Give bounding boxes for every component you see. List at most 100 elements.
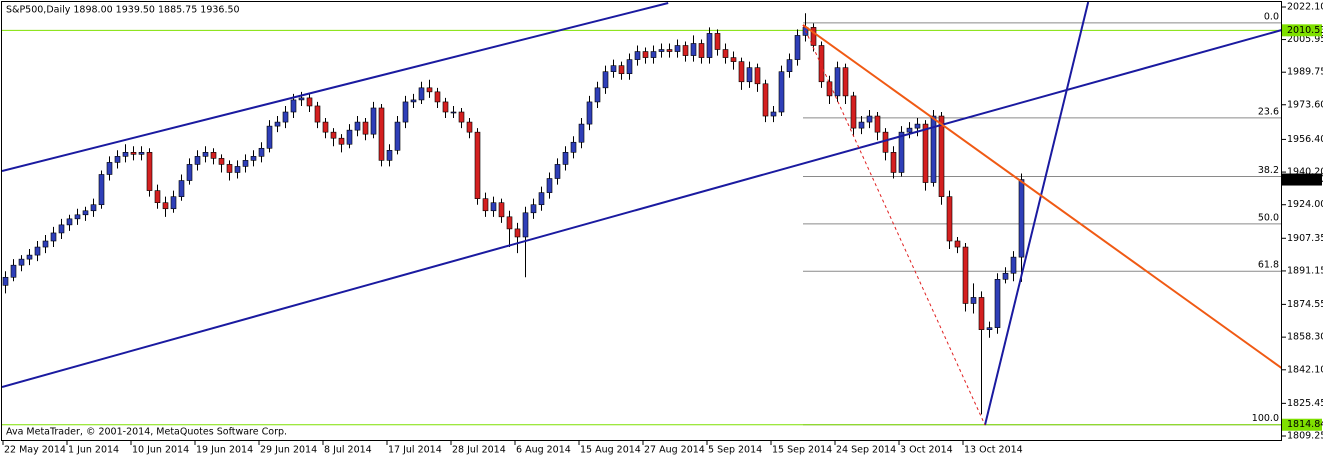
y-tick-label: 2022.10 — [1287, 1, 1323, 12]
candle-body — [474, 131, 481, 199]
x-tick-label: 29 Jun 2014 — [260, 445, 317, 456]
candle-body — [546, 178, 553, 193]
y-tick-label: 1973.60 — [1287, 99, 1323, 110]
candle-body — [874, 115, 881, 133]
candle-body — [730, 57, 737, 62]
x-tick-label: 1 Jun 2014 — [68, 445, 119, 456]
footer: Ava MetaTrader, © 2001-2014, MetaQuotes … — [6, 427, 287, 438]
candle-body — [906, 127, 913, 133]
y-tick-label: 1940.20 — [1287, 167, 1323, 178]
candle-body — [594, 87, 601, 103]
fib-label: 61.8 — [1258, 260, 1279, 271]
candle-body — [738, 61, 745, 83]
candle-body — [330, 131, 337, 139]
candle-body — [42, 240, 49, 248]
candle-body — [482, 198, 489, 212]
candle-body — [914, 123, 921, 129]
candle-body — [450, 111, 457, 114]
candle-body — [402, 101, 409, 123]
candle-body — [130, 152, 137, 155]
candle-body — [362, 121, 369, 135]
candle-body — [666, 49, 673, 52]
candle-body — [146, 152, 153, 191]
candle-body — [922, 123, 929, 183]
x-tick-label: 15 Sep 2014 — [772, 445, 832, 456]
candle-body — [170, 196, 177, 210]
candle-body — [242, 160, 249, 167]
price-box-label: 2010.53 — [1287, 25, 1323, 36]
candle-body — [562, 152, 569, 165]
candle-body — [634, 51, 641, 60]
candle-body — [314, 105, 321, 123]
candle-body — [1002, 272, 1009, 280]
candle-body — [602, 71, 609, 89]
price-box-label: 1936.50 — [1287, 174, 1323, 185]
overlays — [2, 2, 1282, 426]
candle-body — [994, 278, 1001, 328]
trendline — [802, 24, 1282, 369]
candle-body — [898, 131, 905, 173]
y-tick-label: 1924.00 — [1287, 199, 1323, 210]
candle-body — [426, 87, 433, 93]
candle-body — [18, 258, 25, 266]
candle-body — [930, 115, 937, 183]
candle-body — [2, 276, 9, 286]
fib-label: 0.0 — [1264, 11, 1279, 22]
candle-body — [322, 121, 329, 133]
candle-body — [66, 218, 73, 226]
candle-body — [746, 67, 753, 83]
candle-body — [610, 65, 617, 72]
candle-body — [714, 33, 721, 50]
x-tick-label: 5 Sep 2014 — [708, 445, 762, 456]
candle-body — [386, 150, 393, 161]
candle-body — [522, 212, 529, 238]
candle-body — [162, 202, 169, 210]
candle-body — [866, 115, 873, 123]
candle-body — [554, 164, 561, 179]
y-tick-label: 1842.10 — [1287, 364, 1323, 375]
price-box — [1282, 418, 1322, 431]
candle-body — [850, 95, 857, 129]
y-tick-label: 1809.25 — [1287, 431, 1323, 442]
candle-body — [418, 87, 425, 101]
candle-body — [106, 162, 113, 175]
candle-body — [298, 97, 305, 101]
y-tick-label: 1956.40 — [1287, 134, 1323, 145]
x-tick-label: 22 May 2014 — [4, 445, 66, 456]
x-tick-label: 10 Jun 2014 — [132, 445, 189, 456]
candle-body — [938, 115, 945, 197]
x-tick-label: 6 Aug 2014 — [516, 445, 571, 456]
candle-body — [370, 107, 377, 135]
drawings: 0.0 23.6 38.2 50.0 61.8 100.0 — [2, 11, 1282, 426]
candle-body — [210, 152, 217, 159]
candle-body — [578, 123, 585, 143]
candle-body — [986, 327, 993, 330]
candle-body — [434, 91, 441, 103]
candle-body — [946, 196, 953, 242]
candle-body — [698, 43, 705, 58]
x-tick-label: 19 Jun 2014 — [196, 445, 253, 456]
candle-body — [658, 49, 665, 52]
candle-body — [26, 254, 33, 260]
candle-body — [618, 65, 625, 75]
candle-body — [626, 59, 633, 75]
candle-body — [818, 45, 825, 83]
candle-body — [682, 45, 689, 56]
candle-body — [834, 67, 841, 97]
candle-body — [466, 121, 473, 133]
candle-body — [1018, 179, 1025, 258]
candle-body — [114, 156, 121, 163]
x-tick-label: 3 Oct 2014 — [900, 445, 953, 456]
price-box-label: 1814.84 — [1287, 419, 1323, 430]
candle-body — [690, 43, 697, 56]
candle-body — [82, 210, 89, 216]
candle-body — [674, 45, 681, 52]
x-tick-label: 27 Aug 2014 — [644, 445, 705, 456]
chart-title: S&P500,Daily 1898.00 1939.50 1885.75 193… — [6, 5, 240, 16]
x-tick-label: 17 Jul 2014 — [388, 445, 442, 456]
candle-body — [226, 164, 233, 173]
candle-body — [754, 67, 761, 85]
candle-body — [1010, 256, 1017, 274]
